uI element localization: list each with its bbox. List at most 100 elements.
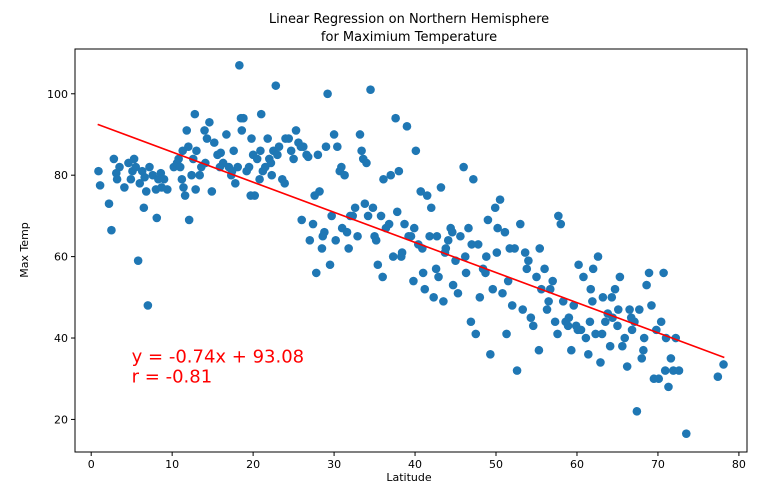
- data-point-130: [406, 231, 416, 241]
- data-point-167: [495, 195, 505, 204]
- data-point-253: [379, 174, 388, 184]
- data-point-285: [256, 146, 265, 156]
- chart-title-line-2: for Maximium Temperature: [321, 30, 497, 45]
- data-point-35: [184, 215, 194, 225]
- data-point-18: [143, 301, 153, 310]
- data-point-271: [613, 305, 623, 314]
- data-point-97: [327, 211, 336, 221]
- data-point-280: [371, 236, 381, 245]
- data-point-150: [453, 288, 463, 298]
- data-point-173: [510, 244, 519, 253]
- data-point-251: [344, 244, 353, 253]
- data-point-138: [425, 231, 434, 241]
- data-point-152: [459, 162, 468, 172]
- data-point-127: [400, 219, 409, 229]
- data-point-262: [563, 321, 573, 331]
- data-point-66: [255, 174, 264, 184]
- data-point-266: [639, 345, 648, 355]
- data-point-170: [502, 329, 511, 339]
- data-point-125: [394, 166, 404, 176]
- data-point-162: [483, 215, 493, 225]
- data-point-180: [528, 321, 538, 331]
- data-point-157: [471, 329, 481, 339]
- x-axis-label: Latitude: [386, 471, 432, 484]
- data-point-270: [597, 329, 607, 339]
- x-tick-label-10: 10: [165, 458, 179, 471]
- data-point-4: [109, 154, 119, 164]
- data-point-148: [448, 280, 458, 290]
- data-point-17: [141, 187, 151, 196]
- data-point-259: [503, 276, 513, 286]
- y-axis-ticks: 20 40 60 80 100: [47, 88, 75, 426]
- data-point-118: [376, 211, 386, 221]
- data-point-235: [666, 354, 676, 363]
- data-point-204: [591, 329, 600, 339]
- y-tick-label-60: 60: [54, 251, 68, 264]
- data-point-135: [418, 268, 428, 278]
- data-point-288: [178, 146, 187, 156]
- data-point-216: [620, 333, 630, 343]
- data-point-282: [310, 191, 319, 200]
- data-point-22: [152, 213, 162, 223]
- data-point-210: [605, 341, 615, 351]
- data-point-278: [409, 223, 419, 233]
- points-layer: [94, 60, 728, 438]
- data-point-32: [180, 191, 190, 200]
- data-point-199: [579, 272, 588, 282]
- data-point-274: [492, 248, 502, 257]
- x-tick-label-40: 40: [408, 458, 422, 471]
- data-point-108: [353, 231, 362, 241]
- data-point-263: [585, 317, 595, 327]
- data-point-272: [553, 329, 562, 339]
- data-point-142: [434, 272, 443, 282]
- data-point-158: [473, 240, 483, 249]
- x-tick-label-0: 0: [88, 458, 95, 471]
- data-point-28: [174, 154, 183, 164]
- data-point-234: [664, 382, 673, 392]
- data-point-96: [325, 260, 335, 270]
- data-point-279: [392, 207, 402, 217]
- data-point-81: [289, 154, 298, 164]
- data-point-72: [267, 170, 277, 180]
- data-point-207: [598, 293, 608, 302]
- data-point-94: [321, 142, 331, 151]
- data-point-13: [133, 256, 143, 265]
- correlation-coefficient: r = -0.81: [132, 366, 213, 387]
- data-point-239: [681, 429, 691, 438]
- data-point-245: [191, 185, 200, 194]
- data-point-87: [305, 236, 315, 245]
- data-point-175: [516, 219, 525, 229]
- data-point-82: [291, 126, 301, 135]
- data-point-7: [120, 183, 129, 192]
- data-point-100: [333, 142, 342, 151]
- data-point-289: [157, 183, 166, 192]
- data-point-191: [558, 297, 568, 306]
- data-point-139: [426, 203, 436, 213]
- data-point-194: [567, 345, 576, 355]
- data-point-95: [323, 89, 332, 99]
- data-point-53: [229, 146, 238, 156]
- data-point-224: [639, 333, 649, 343]
- data-point-165: [490, 203, 500, 213]
- data-point-247: [246, 191, 255, 200]
- data-point-38: [190, 109, 200, 119]
- data-point-16: [139, 203, 149, 213]
- data-point-197: [574, 260, 583, 270]
- data-point-155: [466, 317, 476, 327]
- data-point-19: [145, 162, 154, 172]
- data-point-36: [187, 170, 196, 180]
- data-point-136: [420, 284, 430, 294]
- data-point-225: [642, 280, 651, 290]
- y-tick-label-100: 100: [47, 88, 68, 101]
- data-point-166: [493, 223, 502, 233]
- data-point-121: [384, 219, 394, 229]
- data-point-30: [177, 174, 187, 184]
- data-point-260: [522, 264, 532, 274]
- data-point-163: [486, 350, 495, 359]
- data-point-137: [422, 191, 432, 200]
- data-point-181: [532, 272, 541, 282]
- data-point-79: [284, 134, 294, 143]
- data-point-14: [135, 179, 145, 188]
